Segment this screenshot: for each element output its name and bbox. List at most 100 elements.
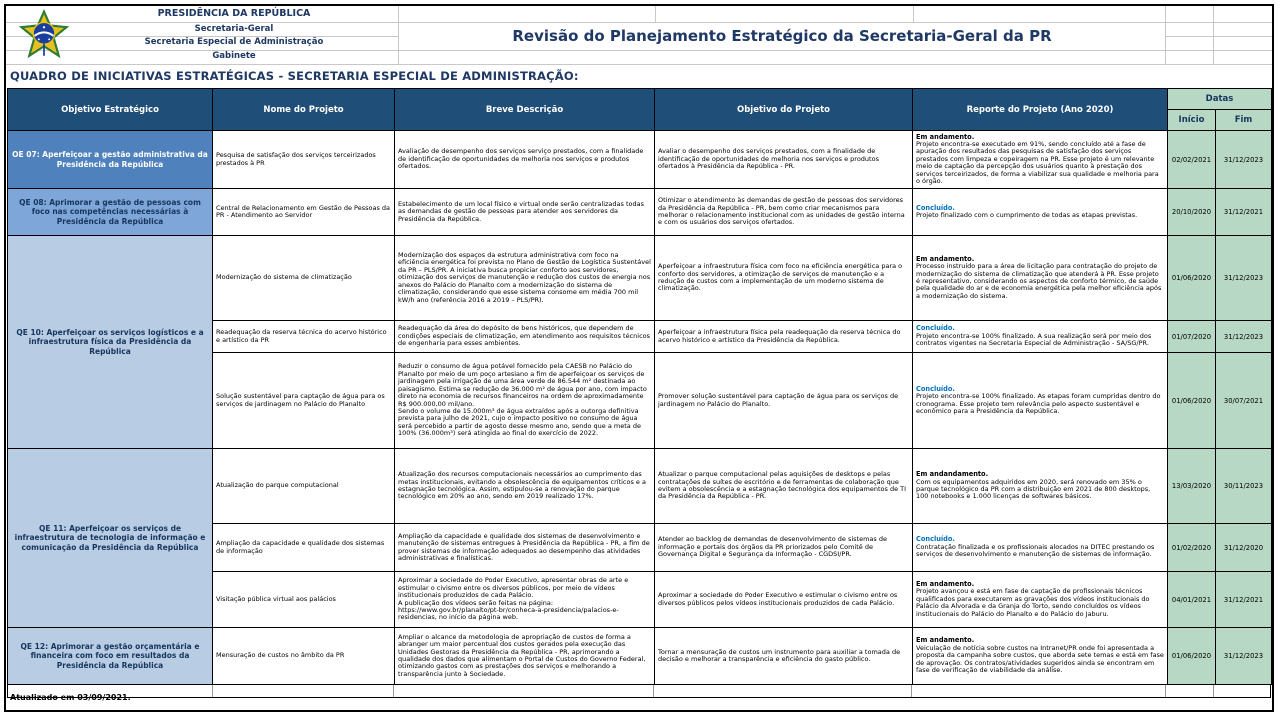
project-report-cell: Em andamento. Processo instruído para a … <box>912 235 1168 321</box>
org-line-presidencia: PRESIDÊNCIA DA REPÚBLICA <box>157 8 311 19</box>
start-date-cell: 20/10/2020 <box>1167 188 1216 236</box>
status-badge: Em andamento. <box>916 132 975 141</box>
project-name-cell: Readequação da reserva técnica do acervo… <box>212 320 395 353</box>
project-report-cell: Concluído. Contratação finalizada e os p… <box>912 523 1168 572</box>
col-header-reporte: Reporte do Projeto (Ano 2020) <box>912 88 1168 131</box>
project-objective-cell: Aperfeiçoar a infraestrutura física com … <box>654 235 913 321</box>
project-report-cell: Em andamento. Projeto encontra-se execut… <box>912 130 1168 189</box>
report-text: Veiculação de notícia sobre custos na In… <box>916 643 1164 675</box>
end-date-cell: 30/07/2021 <box>1215 352 1272 449</box>
project-report-cell: Em andamento. Projeto avançou e está em … <box>912 571 1168 628</box>
coat-of-arms-logo <box>18 9 70 59</box>
end-date-cell: 31/12/2023 <box>1215 320 1272 353</box>
project-name-cell: Modernização do sistema de climatização <box>212 235 395 321</box>
project-objective-cell: Avaliar o desempenho dos serviços presta… <box>654 130 913 189</box>
report-text: Contratação finalizada e os profissionai… <box>916 542 1155 559</box>
table-row: Solução sustentável para captação de águ… <box>8 352 1272 449</box>
table-row: Ampliação da capacidade e qualidade dos … <box>8 523 1272 572</box>
start-date-cell: 02/02/2021 <box>1167 130 1216 189</box>
col-header-objetivo-estrategico: Objetivo Estratégico <box>7 88 213 131</box>
table-row: OE 07: Aperfeiçoar a gestão administrati… <box>7 130 1272 189</box>
report-text: Projeto encontra-se 100% finalizado. As … <box>916 392 1161 415</box>
project-description-cell: Ampliação da capacidade e qualidade dos … <box>394 523 655 572</box>
updated-date: Atualizado em 03/09/2021. <box>10 693 131 702</box>
objective-cell: QE 10: Aperfeiçoar os serviços logístico… <box>7 235 213 449</box>
end-date-cell: 31/12/2021 <box>1215 571 1272 628</box>
document-header: PRESIDÊNCIA DA REPÚBLICA Secretaria-Gera… <box>6 6 1272 65</box>
report-text: Projeto finalizado com o cumprimento de … <box>916 211 1138 220</box>
status-badge: Em andandamento. <box>916 470 989 479</box>
project-description-cell: Reduzir o consumo de água potável fornec… <box>394 352 655 449</box>
project-name-cell: Visitação pública virtual aos palácios <box>212 571 395 628</box>
project-name-cell: Pesquisa de satisfação dos serviços terc… <box>212 130 395 189</box>
status-badge: Concluído. <box>916 324 955 333</box>
objective-cell: QE 12: Aprimorar a gestão orçamentária e… <box>7 627 213 685</box>
table-row: Readequação da reserva técnica do acervo… <box>8 320 1272 353</box>
table-row: QE 08: Aprimorar a gestão de pessoas com… <box>7 188 1272 236</box>
project-objective-cell: Atender ao backlog de demandas de desenv… <box>654 523 913 572</box>
project-name-cell: Atualização do parque computacional <box>212 448 395 524</box>
start-date-cell: 01/07/2020 <box>1167 320 1216 353</box>
project-objective-cell: Atualizar o parque computacional pelas a… <box>654 448 913 524</box>
col-header-datas: Datas <box>1167 88 1272 110</box>
org-line-secretaria-geral: Secretaria-Geral <box>194 24 274 34</box>
document-title: Revisão do Planejamento Estratégico da S… <box>512 27 1052 45</box>
report-text: Projeto avançou e está em fase de captaç… <box>916 587 1150 618</box>
start-date-cell: 01/06/2020 <box>1167 352 1216 449</box>
project-description-cell: Aproximar a sociedade do Poder Executivo… <box>394 571 655 628</box>
start-date-cell: 01/02/2020 <box>1167 523 1216 572</box>
status-badge: Em andamento. <box>916 579 975 588</box>
start-date-cell: 01/06/2020 <box>1167 627 1216 685</box>
table-row: QE 12: Aprimorar a gestão orçamentária e… <box>7 627 1272 685</box>
objective-cell: OE 07: Aperfeiçoar a gestão administrati… <box>7 130 213 189</box>
project-name-cell: Central de Relacionamento em Gestão de P… <box>212 188 395 236</box>
end-date-cell: 31/12/2023 <box>1215 627 1272 685</box>
status-badge: Em andamento. <box>916 636 975 645</box>
status-badge: Concluído. <box>916 384 955 393</box>
project-report-cell: Concluído. Projeto finalizado com o cump… <box>912 188 1168 236</box>
org-line-secretaria-especial: Secretaria Especial de Administração <box>144 37 324 47</box>
project-description-cell: Estabelecimento de um local físico e vir… <box>394 188 655 236</box>
initiatives-table: Objetivo Estratégico Nome do Projeto Bre… <box>7 88 1272 685</box>
project-description-cell: Ampliar o alcance da metodologia de apro… <box>394 627 655 685</box>
project-description-cell: Avaliação de desempenho dos serviços ser… <box>394 130 655 189</box>
document-sheet: PRESIDÊNCIA DA REPÚBLICA Secretaria-Gera… <box>4 4 1274 712</box>
project-name-cell: Mensuração de custos no âmbito da PR <box>212 627 395 685</box>
footer-row: Atualizado em 03/09/2021. <box>7 684 1271 702</box>
end-date-cell: 30/11/2023 <box>1215 448 1272 524</box>
section-heading: QUADRO DE INICIATIVAS ESTRATÉGICAS - SEC… <box>10 69 579 83</box>
end-date-cell: 31/12/2020 <box>1215 523 1272 572</box>
report-text: Processo instruído para a área de licita… <box>916 262 1162 300</box>
col-header-objetivo-projeto: Objetivo do Projeto <box>654 88 913 131</box>
col-header-inicio: Início <box>1167 109 1216 131</box>
project-description-cell: Modernização dos espaços da estrutura ad… <box>394 235 655 321</box>
project-name-cell: Solução sustentável para captação de águ… <box>212 352 395 449</box>
project-objective-cell: Aproximar a sociedade do Poder Executivo… <box>654 571 913 628</box>
report-text: Projeto encontra-se 100% finalizado. A s… <box>916 331 1152 348</box>
project-report-cell: Em andamento. Veiculação de notícia sobr… <box>912 627 1168 685</box>
start-date-cell: 04/01/2021 <box>1167 571 1216 628</box>
status-badge: Concluído. <box>916 535 955 544</box>
project-description-cell: Readequação da área do depósito de bens … <box>394 320 655 353</box>
table-row: Visitação pública virtual aos palácios A… <box>8 571 1272 628</box>
project-objective-cell: Aperfeiçoar a infraestrutura física pela… <box>654 320 913 353</box>
project-name-cell: Ampliação da capacidade e qualidade dos … <box>212 523 395 572</box>
project-objective-cell: Otimizar o atendimento às demandas de ge… <box>654 188 913 236</box>
table-row: QE 11: Aperfeiçoar os serviços de infrae… <box>7 448 1272 628</box>
report-text: Com os equipamentos adquiridos em 2020, … <box>916 477 1151 501</box>
project-objective-cell: Tornar a mensuração de custos um instrum… <box>654 627 913 685</box>
project-objective-cell: Promover solução sustentável para captaç… <box>654 352 913 449</box>
end-date-cell: 31/12/2023 <box>1215 130 1272 189</box>
start-date-cell: 01/06/2020 <box>1167 235 1216 321</box>
report-text: Projeto encontra-se executado em 91%, se… <box>916 140 1159 186</box>
col-header-breve-descricao: Breve Descrição <box>394 88 655 131</box>
end-date-cell: 31/12/2021 <box>1215 188 1272 236</box>
table-row: QE 10: Aperfeiçoar os serviços logístico… <box>7 235 1272 449</box>
org-line-gabinete: Gabinete <box>212 51 256 61</box>
start-date-cell: 13/03/2020 <box>1167 448 1216 524</box>
end-date-cell: 31/12/2023 <box>1215 235 1272 321</box>
status-badge: Concluído. <box>916 203 955 212</box>
project-report-cell: Concluído. Projeto encontra-se 100% fina… <box>912 320 1168 353</box>
project-report-cell: Concluído. Projeto encontra-se 100% fina… <box>912 352 1168 449</box>
objective-cell: QE 08: Aprimorar a gestão de pessoas com… <box>7 188 213 236</box>
